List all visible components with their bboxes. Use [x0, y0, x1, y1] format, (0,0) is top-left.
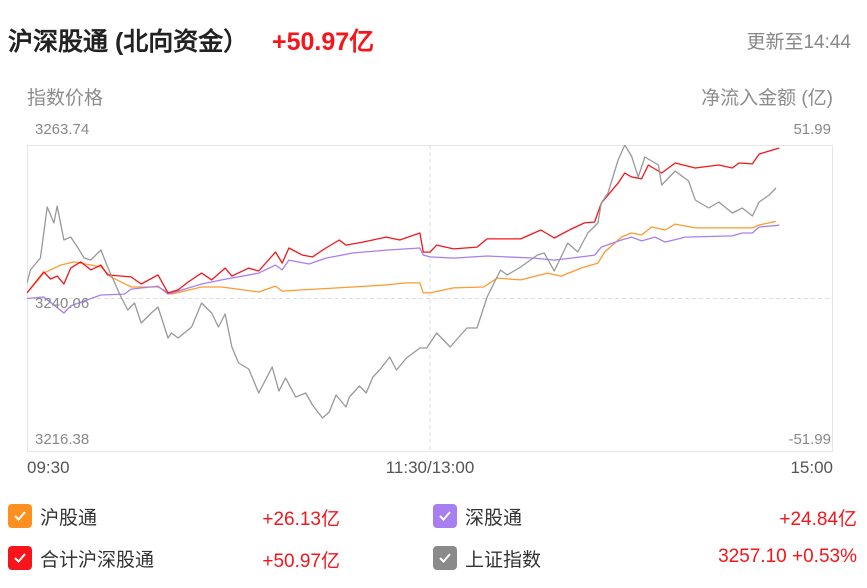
- left-tick-mid: 3240.06: [35, 295, 90, 312]
- x-tick-open: 09:30: [27, 458, 70, 477]
- left-tick-top: 3263.74: [35, 121, 90, 138]
- legend-value: +24.84亿: [779, 509, 857, 530]
- flow-chart[interactable]: [27, 145, 833, 452]
- total-inflow-value: +50.97亿: [272, 28, 375, 56]
- legend-label: 上证指数: [465, 549, 542, 571]
- update-time: 更新至14:44: [746, 32, 851, 53]
- legend-value: +50.97亿: [262, 551, 340, 572]
- checkbox-checked-icon[interactable]: [8, 546, 32, 570]
- legend-label: 沪股通: [40, 507, 98, 529]
- right-tick-bottom: -51.99: [788, 431, 831, 448]
- checkbox-checked-icon[interactable]: [8, 504, 32, 528]
- page-title: 沪深股通 (北向资金）: [8, 28, 249, 56]
- left-axis-title: 指数价格: [27, 88, 104, 109]
- legend-item-3[interactable]: 合计沪深股通: [8, 545, 154, 571]
- legend-label: 深股通: [465, 507, 523, 529]
- series-line-3: [27, 147, 780, 294]
- legend-value: +26.13亿: [262, 509, 340, 530]
- series-line-4: [27, 145, 777, 419]
- checkbox-checked-icon[interactable]: [433, 504, 457, 528]
- legend-label: 合计沪深股通: [40, 549, 155, 571]
- left-tick-bottom: 3216.38: [35, 431, 90, 448]
- x-tick-midday: 11:30/13:00: [385, 458, 475, 477]
- checkbox-checked-icon[interactable]: [433, 546, 457, 570]
- right-axis-title: 净流入金额 (亿): [701, 88, 833, 109]
- legend-item-2[interactable]: 深股通: [433, 503, 522, 529]
- legend-item-4[interactable]: 上证指数: [433, 545, 541, 571]
- series-line-2: [27, 224, 780, 314]
- right-tick-top: 51.99: [793, 121, 831, 138]
- legend-value: 3257.10 +0.53%: [718, 546, 857, 567]
- x-tick-close: 15:00: [790, 458, 833, 477]
- legend-item-1[interactable]: 沪股通: [8, 503, 97, 529]
